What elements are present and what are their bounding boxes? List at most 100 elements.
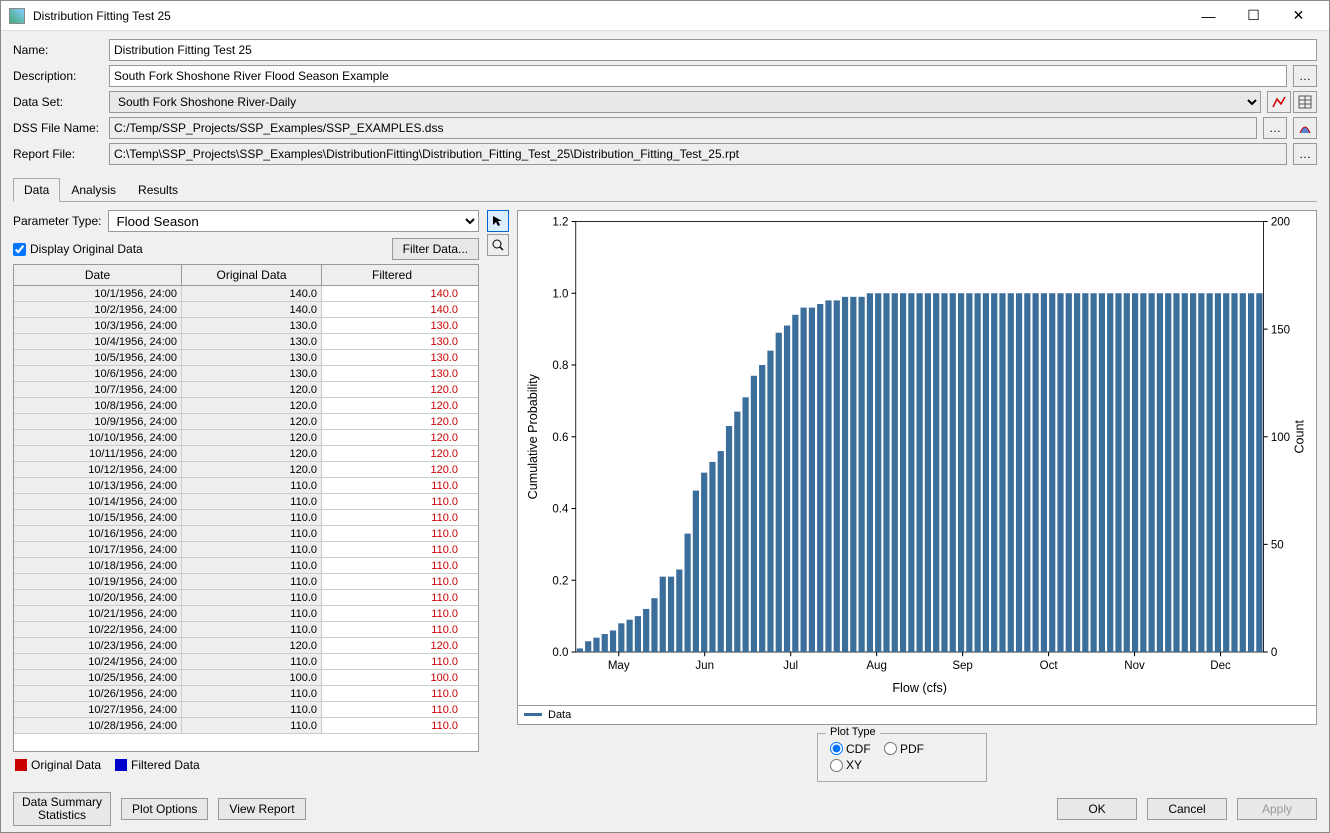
display-original-checkbox[interactable]: Display Original Data — [13, 242, 143, 256]
svg-text:Aug: Aug — [866, 660, 887, 672]
table-row[interactable]: 10/14/1956, 24:00110.0110.0 — [14, 494, 478, 510]
svg-text:Count: Count — [1292, 419, 1306, 453]
svg-text:50: 50 — [1271, 540, 1284, 552]
table-row[interactable]: 10/25/1956, 24:00100.0100.0 — [14, 670, 478, 686]
table-row[interactable]: 10/28/1956, 24:00110.0110.0 — [14, 718, 478, 734]
svg-text:Cumulative Probability: Cumulative Probability — [526, 373, 540, 499]
description-input[interactable] — [109, 65, 1287, 87]
dss-input — [109, 117, 1257, 139]
plot-options-button[interactable]: Plot Options — [121, 798, 208, 820]
data-grid: Date Original Data Filtered 10/1/1956, 2… — [13, 264, 479, 752]
dist-icon[interactable] — [1293, 117, 1317, 139]
plot-icon[interactable] — [1267, 91, 1291, 113]
right-pane: 0.00.20.40.60.81.01.2050100150200MayJunJ… — [487, 210, 1317, 778]
legend-filt-label: Filtered Data — [131, 758, 200, 772]
chart-canvas: 0.00.20.40.60.81.01.2050100150200MayJunJ… — [517, 210, 1317, 725]
table-row[interactable]: 10/3/1956, 24:00130.0130.0 — [14, 318, 478, 334]
table-row[interactable]: 10/17/1956, 24:00110.0110.0 — [14, 542, 478, 558]
svg-text:Dec: Dec — [1210, 660, 1231, 672]
window-title: Distribution Fitting Test 25 — [33, 9, 1186, 23]
footer: Data Summary Statistics Plot Options Vie… — [1, 786, 1329, 832]
table-row[interactable]: 10/8/1956, 24:00120.0120.0 — [14, 398, 478, 414]
data-summary-button[interactable]: Data Summary Statistics — [13, 792, 111, 826]
pointer-tool[interactable] — [487, 210, 509, 232]
plot-type-xy[interactable]: XY — [830, 758, 862, 772]
plot-type-title: Plot Type — [826, 726, 880, 738]
app-icon — [9, 8, 25, 24]
plot-type-cdf[interactable]: CDF — [830, 742, 871, 756]
form-area: Name: Description: … Data Set: South For… — [1, 31, 1329, 173]
table-row[interactable]: 10/24/1956, 24:00110.0110.0 — [14, 654, 478, 670]
table-row[interactable]: 10/26/1956, 24:00110.0110.0 — [14, 686, 478, 702]
dss-browse-button[interactable]: … — [1263, 117, 1287, 139]
left-pane: Parameter Type: Flood Season Display Ori… — [13, 210, 479, 778]
svg-text:Jul: Jul — [783, 660, 798, 672]
svg-text:0.8: 0.8 — [552, 360, 568, 372]
svg-text:1.0: 1.0 — [552, 288, 568, 300]
plot-type-group: Plot Type CDF PDF XY — [817, 733, 987, 782]
param-type-select[interactable]: Flood Season — [108, 210, 480, 232]
close-button[interactable]: ✕ — [1276, 2, 1321, 30]
col-date[interactable]: Date — [14, 265, 182, 285]
filter-data-button[interactable]: Filter Data... — [392, 238, 479, 260]
table-row[interactable]: 10/4/1956, 24:00130.0130.0 — [14, 334, 478, 350]
table-row[interactable]: 10/6/1956, 24:00130.0130.0 — [14, 366, 478, 382]
svg-text:Jun: Jun — [695, 660, 714, 672]
name-input[interactable] — [109, 39, 1317, 61]
table-row[interactable]: 10/1/1956, 24:00140.0140.0 — [14, 286, 478, 302]
table-row[interactable]: 10/16/1956, 24:00110.0110.0 — [14, 526, 478, 542]
tab-results[interactable]: Results — [127, 178, 189, 202]
svg-text:Sep: Sep — [952, 660, 973, 672]
cancel-button[interactable]: Cancel — [1147, 798, 1227, 820]
svg-text:150: 150 — [1271, 324, 1290, 336]
table-row[interactable]: 10/22/1956, 24:00110.0110.0 — [14, 622, 478, 638]
minimize-button[interactable]: — — [1186, 2, 1231, 30]
zoom-tool[interactable] — [487, 234, 509, 256]
table-row[interactable]: 10/10/1956, 24:00120.0120.0 — [14, 430, 478, 446]
ok-button[interactable]: OK — [1057, 798, 1137, 820]
apply-button[interactable]: Apply — [1237, 798, 1317, 820]
legend-orig-label: Original Data — [31, 758, 101, 772]
table-row[interactable]: 10/12/1956, 24:00120.0120.0 — [14, 462, 478, 478]
table-row[interactable]: 10/18/1956, 24:00110.0110.0 — [14, 558, 478, 574]
window: Distribution Fitting Test 25 — ☐ ✕ Name:… — [0, 0, 1330, 833]
table-row[interactable]: 10/7/1956, 24:00120.0120.0 — [14, 382, 478, 398]
table-row[interactable]: 10/11/1956, 24:00120.0120.0 — [14, 446, 478, 462]
table-row[interactable]: 10/19/1956, 24:00110.0110.0 — [14, 574, 478, 590]
content: Parameter Type: Flood Season Display Ori… — [1, 202, 1329, 786]
table-icon[interactable] — [1293, 91, 1317, 113]
table-row[interactable]: 10/2/1956, 24:00140.0140.0 — [14, 302, 478, 318]
maximize-button[interactable]: ☐ — [1231, 2, 1276, 30]
table-row[interactable]: 10/27/1956, 24:00110.0110.0 — [14, 702, 478, 718]
svg-text:0.2: 0.2 — [552, 575, 568, 587]
grid-body[interactable]: 10/1/1956, 24:00140.0140.010/2/1956, 24:… — [14, 286, 478, 751]
chart-toolstrip — [487, 210, 511, 725]
dss-label: DSS File Name: — [13, 121, 103, 135]
description-more-button[interactable]: … — [1293, 65, 1317, 87]
dataset-label: Data Set: — [13, 95, 103, 109]
dataset-select[interactable]: South Fork Shoshone River-Daily — [109, 91, 1261, 113]
plot-type-pdf[interactable]: PDF — [884, 742, 924, 756]
tab-analysis[interactable]: Analysis — [60, 178, 127, 202]
table-row[interactable]: 10/23/1956, 24:00120.0120.0 — [14, 638, 478, 654]
svg-text:0.6: 0.6 — [552, 432, 568, 444]
table-row[interactable]: 10/5/1956, 24:00130.0130.0 — [14, 350, 478, 366]
col-original[interactable]: Original Data — [182, 265, 322, 285]
col-filtered[interactable]: Filtered — [322, 265, 462, 285]
grid-legend: Original Data Filtered Data — [13, 752, 479, 778]
view-report-button[interactable]: View Report — [218, 798, 305, 820]
svg-text:100: 100 — [1271, 432, 1290, 444]
report-browse-button[interactable]: … — [1293, 143, 1317, 165]
tab-data[interactable]: Data — [13, 178, 60, 202]
report-input — [109, 143, 1287, 165]
chart-svg: 0.00.20.40.60.81.01.2050100150200MayJunJ… — [518, 211, 1316, 705]
svg-text:0: 0 — [1271, 647, 1277, 659]
table-row[interactable]: 10/9/1956, 24:00120.0120.0 — [14, 414, 478, 430]
chart-legend: Data — [518, 705, 1316, 724]
legend-data-swatch — [524, 713, 542, 716]
table-row[interactable]: 10/20/1956, 24:00110.0110.0 — [14, 590, 478, 606]
table-row[interactable]: 10/13/1956, 24:00110.0110.0 — [14, 478, 478, 494]
table-row[interactable]: 10/15/1956, 24:00110.0110.0 — [14, 510, 478, 526]
svg-text:Flow (cfs): Flow (cfs) — [892, 681, 947, 695]
table-row[interactable]: 10/21/1956, 24:00110.0110.0 — [14, 606, 478, 622]
